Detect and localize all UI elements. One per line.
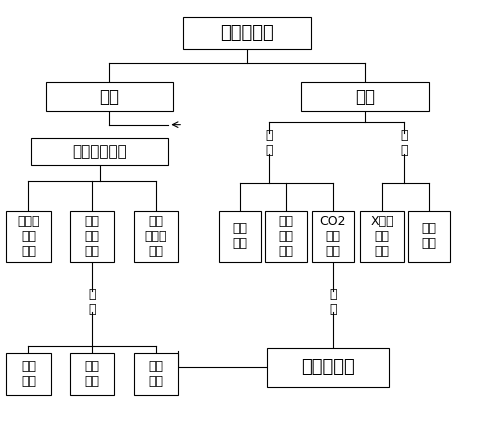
Text: 压汞
实验: 压汞 实验	[232, 222, 247, 250]
Text: 钻孔彩色电视: 钻孔彩色电视	[72, 144, 127, 159]
FancyBboxPatch shape	[6, 353, 50, 395]
Text: X射线
层析
扫描: X射线 层析 扫描	[370, 215, 394, 258]
Text: 注浆
范围: 注浆 范围	[149, 360, 164, 388]
FancyBboxPatch shape	[301, 82, 429, 112]
FancyBboxPatch shape	[265, 211, 307, 262]
FancyBboxPatch shape	[360, 211, 404, 262]
Text: 扫描
电镜: 扫描 电镜	[421, 222, 436, 250]
Text: 隔水层
有效
厚度: 隔水层 有效 厚度	[17, 215, 40, 258]
FancyBboxPatch shape	[219, 211, 260, 262]
Text: 裂隙
起裂
位置: 裂隙 起裂 位置	[85, 215, 100, 258]
Text: 磨
粉: 磨 粉	[265, 129, 273, 157]
Text: 指
导: 指 导	[88, 288, 96, 316]
FancyBboxPatch shape	[70, 353, 115, 395]
FancyBboxPatch shape	[70, 211, 115, 262]
FancyBboxPatch shape	[312, 211, 354, 262]
Text: 注浆
位置: 注浆 位置	[85, 360, 100, 388]
FancyBboxPatch shape	[45, 82, 173, 112]
Text: 钻孔: 钻孔	[99, 88, 120, 106]
Text: 判
断: 判 断	[329, 288, 337, 316]
FancyBboxPatch shape	[6, 211, 50, 262]
FancyBboxPatch shape	[134, 211, 178, 262]
Text: 取芯: 取芯	[355, 88, 375, 106]
Text: 注浆
时机: 注浆 时机	[21, 360, 36, 388]
FancyBboxPatch shape	[134, 353, 178, 395]
FancyBboxPatch shape	[31, 138, 168, 165]
Text: 地质异常体: 地质异常体	[220, 24, 274, 42]
Text: 裂隙发育区: 裂隙发育区	[301, 358, 355, 377]
FancyBboxPatch shape	[183, 17, 311, 49]
Text: 液氮
吸附
实验: 液氮 吸附 实验	[279, 215, 294, 258]
FancyBboxPatch shape	[408, 211, 450, 262]
FancyBboxPatch shape	[267, 348, 389, 386]
Text: 锤
取: 锤 取	[401, 129, 408, 157]
Text: 裂隙
发育区
范围: 裂隙 发育区 范围	[145, 215, 167, 258]
Text: CO2
吸附
实验: CO2 吸附 实验	[320, 215, 346, 258]
